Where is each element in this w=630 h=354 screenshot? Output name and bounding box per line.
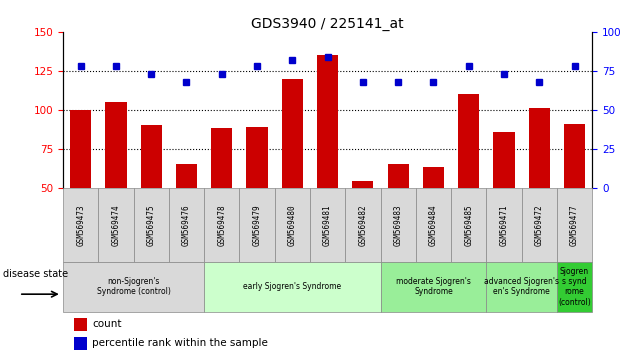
Text: GSM569472: GSM569472 xyxy=(535,204,544,246)
Bar xyxy=(63,262,204,312)
Title: GDS3940 / 225141_at: GDS3940 / 225141_at xyxy=(251,17,404,31)
Bar xyxy=(105,102,127,188)
Bar xyxy=(317,55,338,188)
Bar xyxy=(345,188,381,262)
Bar xyxy=(275,188,310,262)
Bar xyxy=(522,188,557,262)
Text: GSM569471: GSM569471 xyxy=(500,204,508,246)
Bar xyxy=(381,262,486,312)
Bar xyxy=(246,127,268,188)
Bar xyxy=(451,188,486,262)
Text: GSM569474: GSM569474 xyxy=(112,204,120,246)
Text: GSM569473: GSM569473 xyxy=(76,204,85,246)
Text: GSM569475: GSM569475 xyxy=(147,204,156,246)
Bar xyxy=(458,94,479,188)
Bar xyxy=(239,188,275,262)
Bar xyxy=(204,188,239,262)
Bar xyxy=(204,262,381,312)
Bar xyxy=(381,188,416,262)
Bar xyxy=(557,188,592,262)
Text: percentile rank within the sample: percentile rank within the sample xyxy=(92,338,268,348)
Bar xyxy=(98,188,134,262)
Text: GSM569485: GSM569485 xyxy=(464,204,473,246)
Bar xyxy=(352,181,374,188)
Text: early Sjogren's Syndrome: early Sjogren's Syndrome xyxy=(243,282,341,291)
Bar xyxy=(211,129,232,188)
Bar xyxy=(564,124,585,188)
Bar xyxy=(486,262,557,312)
Bar xyxy=(70,110,91,188)
Text: GSM569482: GSM569482 xyxy=(358,204,367,246)
Text: disease state: disease state xyxy=(3,269,68,279)
Bar xyxy=(486,188,522,262)
Text: advanced Sjogren's
en's Syndrome: advanced Sjogren's en's Syndrome xyxy=(484,277,559,296)
Text: non-Sjogren's
Syndrome (control): non-Sjogren's Syndrome (control) xyxy=(96,277,171,296)
Bar xyxy=(493,132,515,188)
Bar xyxy=(169,188,204,262)
Text: GSM569479: GSM569479 xyxy=(253,204,261,246)
Bar xyxy=(74,337,87,350)
Text: GSM569480: GSM569480 xyxy=(288,204,297,246)
Bar xyxy=(557,262,592,312)
Text: GSM569476: GSM569476 xyxy=(182,204,191,246)
Bar xyxy=(387,164,409,188)
Bar xyxy=(416,188,451,262)
Bar xyxy=(310,188,345,262)
Text: GSM569478: GSM569478 xyxy=(217,204,226,246)
Bar xyxy=(529,108,550,188)
Text: GSM569483: GSM569483 xyxy=(394,204,403,246)
Bar xyxy=(134,188,169,262)
Bar xyxy=(63,188,98,262)
Bar xyxy=(176,164,197,188)
Bar xyxy=(74,318,87,331)
Bar xyxy=(282,79,303,188)
Text: moderate Sjogren's
Syndrome: moderate Sjogren's Syndrome xyxy=(396,277,471,296)
Text: GSM569481: GSM569481 xyxy=(323,204,332,246)
Bar xyxy=(140,125,162,188)
Text: count: count xyxy=(92,319,122,329)
Text: GSM569477: GSM569477 xyxy=(570,204,579,246)
Bar xyxy=(423,167,444,188)
Text: GSM569484: GSM569484 xyxy=(429,204,438,246)
Text: Sjogren
s synd
rome
(control): Sjogren s synd rome (control) xyxy=(558,267,591,307)
